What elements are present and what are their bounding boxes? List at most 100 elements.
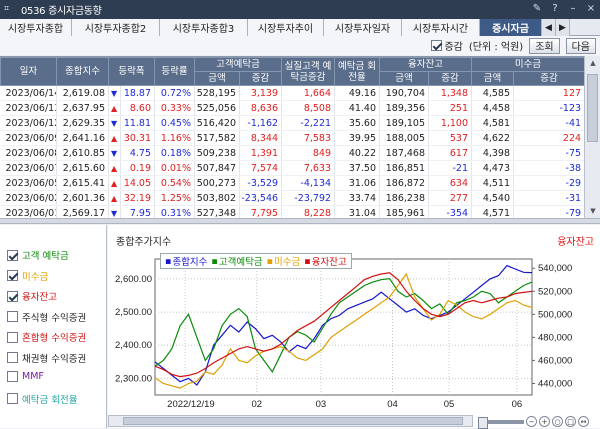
table-cell: 849 [281, 145, 336, 161]
table-cell: -1,162 [239, 115, 283, 131]
column-header[interactable]: 종합지수 [56, 57, 109, 86]
table-row[interactable]: 2023/06/09 2,641.16 ▲ 30.31 1.16% 517,582 8,34… [0, 130, 586, 146]
table-cell: -123 [513, 100, 586, 116]
plot-area [154, 258, 533, 396]
grid-vertical-scrollbar[interactable]: ▲ ▼ [584, 56, 600, 218]
table-cell: 8,636 [239, 100, 283, 116]
pin-icon[interactable]: ✎ [532, 3, 542, 14]
column-header[interactable]: 등락률 [154, 57, 196, 86]
table-cell: 517,582 [194, 130, 241, 146]
series-toggle-label: MMF [22, 371, 44, 382]
series-toggle[interactable]: 예탁금 회전율 [7, 392, 77, 406]
table-cell: 0.72% [154, 85, 196, 101]
series-checkbox[interactable] [7, 352, 18, 363]
series-checkbox[interactable] [7, 331, 18, 343]
table-row[interactable]: 2023/06/12 2,629.35 ▼ 11.81 0.45% 516,420 -1,1… [0, 115, 586, 131]
column-subheader[interactable]: 금액 [194, 71, 241, 86]
table-row[interactable]: 2023/06/07 2,615.60 ▲ 0.19 0.01% 507,847 7,574… [0, 160, 586, 176]
zoom-fit-icon[interactable]: □ [565, 416, 576, 427]
series-checkbox[interactable] [7, 270, 18, 281]
table-row[interactable]: 2023/06/14 2,619.08 ▼ 18.87 0.72% 528,195 3,13… [0, 85, 586, 101]
minimize-icon[interactable]: – [570, 3, 576, 14]
help-icon[interactable]: ? [552, 3, 558, 14]
series-toggle[interactable]: 채권형 수익증권 [7, 351, 86, 365]
series-toggle[interactable]: 주식형 수익증권 [7, 310, 86, 324]
tab-4[interactable]: 시장투자추이 [248, 19, 324, 36]
panel-splitter[interactable] [0, 218, 600, 224]
series-toggle[interactable]: 미수금 [7, 269, 48, 283]
column-header[interactable]: 융자잔고 [379, 57, 473, 72]
tab-5[interactable]: 시장투자일자 [324, 19, 402, 36]
table-cell: -23,546 [239, 190, 283, 206]
up-arrow-icon: ▲ [108, 130, 121, 146]
scroll-up-icon[interactable]: ▲ [590, 59, 596, 67]
table-cell: 39.95 [334, 130, 381, 146]
series-toggle[interactable]: 혼합형 수익증권 [7, 330, 86, 344]
column-header[interactable]: 고객예탁금 [194, 57, 283, 72]
window-menu-icon[interactable]: ⌗ [4, 4, 10, 14]
series-checkbox[interactable] [7, 311, 18, 322]
series-checkbox[interactable] [7, 290, 18, 302]
table-cell: 11.81 [120, 115, 156, 131]
series-toggle-label: 미수금 [22, 271, 49, 283]
series-checkbox[interactable] [7, 249, 18, 261]
table-cell: 2023/06/12 [0, 115, 57, 131]
chart-horizontal-scrollbar[interactable] [108, 415, 473, 427]
legend-item: ▪ 종합지수 [165, 254, 207, 269]
x-tick-label: 06 [512, 399, 523, 410]
chart-scroll-thumb[interactable] [123, 417, 463, 425]
table-cell: 1,100 [428, 115, 473, 131]
table-cell: 4,458 [471, 100, 515, 116]
tab-7[interactable]: 증시자금 [480, 19, 542, 36]
column-header[interactable]: 실질고객 예탁금증감 [281, 57, 336, 86]
delta-checkbox[interactable]: 증감 [431, 38, 463, 53]
column-subheader[interactable]: 금액 [379, 71, 430, 86]
series-toggle-label: 고객 예탁금 [22, 251, 69, 262]
next-button[interactable]: 다음 [565, 37, 596, 54]
tab-1[interactable]: 시장투자종합 [0, 19, 72, 36]
scroll-thumb[interactable] [587, 74, 598, 142]
column-subheader[interactable]: 증감 [239, 71, 283, 86]
column-header[interactable]: 등락폭 [107, 57, 156, 86]
delta-checkbox-box[interactable] [431, 40, 443, 51]
zoom-slider[interactable] [478, 416, 524, 429]
table-cell: 0.19 [120, 160, 156, 176]
tab-3[interactable]: 시장투자종합3 [160, 19, 248, 36]
tab-6[interactable]: 시장투자시간 [402, 19, 480, 36]
zoom-out-icon[interactable]: − [526, 416, 537, 427]
tab-2[interactable]: 시장투자종합2 [72, 19, 160, 36]
table-row[interactable]: 2023/06/08 2,610.85 ▼ 4.75 0.18% 509,238 1,391… [0, 145, 586, 161]
scroll-down-icon[interactable]: ▼ [590, 207, 596, 215]
tab-next-icon[interactable]: ▶ [556, 19, 570, 36]
column-subheader[interactable]: 금액 [471, 71, 515, 86]
zoom-tool-icon[interactable]: ↔ [578, 416, 589, 427]
table-cell: 127 [513, 85, 586, 101]
table-row[interactable]: 2023/06/05 2,615.41 ▲ 14.05 0.54% 500,273 -3,5… [0, 175, 586, 191]
column-header[interactable]: 미수금 [471, 57, 586, 72]
query-button[interactable]: 조회 [529, 37, 560, 54]
column-subheader[interactable]: 증감 [513, 71, 586, 86]
series-toggle[interactable]: 융자잔고 [7, 289, 57, 303]
down-arrow-icon: ▼ [108, 145, 121, 161]
series-checkbox[interactable] [7, 371, 18, 382]
table-row[interactable]: 2023/06/02 2,601.36 ▲ 32.19 1.25% 503,802 -23,… [0, 190, 586, 206]
table-cell: 8.60 [120, 100, 156, 116]
table-cell: 7,795 [239, 205, 283, 218]
table-row[interactable]: 2023/06/01 2,569.17 ▼ 7.95 0.31% 527,348 7,795… [0, 205, 586, 218]
series-toggle[interactable]: MMF [7, 371, 44, 382]
column-header[interactable]: 예탁금 회전율 [334, 57, 381, 86]
zoom-in-icon[interactable]: + [539, 416, 550, 427]
column-header[interactable]: 일자 [0, 57, 57, 86]
table-cell: 31.04 [334, 205, 381, 218]
series-checkbox[interactable] [7, 393, 18, 404]
column-subheader[interactable]: 증감 [428, 71, 473, 86]
close-icon[interactable]: × [586, 3, 596, 14]
table-cell: 0.33% [154, 100, 196, 116]
series-line-3 [154, 272, 533, 389]
table-row[interactable]: 2023/06/13 2,637.95 ▲ 8.60 0.33% 525,056 8,636… [0, 100, 586, 116]
table-cell: 7.95 [120, 205, 156, 218]
series-toggle[interactable]: 고객 예탁금 [7, 248, 69, 262]
tab-prev-icon[interactable]: ◀ [542, 19, 556, 36]
table-cell: 40.22 [334, 145, 381, 161]
zoom-reset-icon[interactable]: ○ [552, 416, 563, 427]
